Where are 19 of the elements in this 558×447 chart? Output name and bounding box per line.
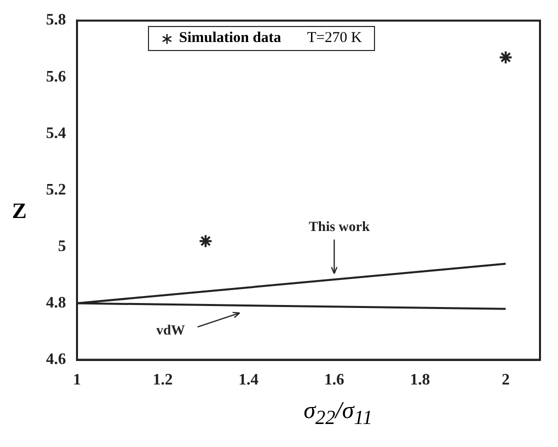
x-tick-label: 2 [502, 372, 510, 389]
series-label: vdW [156, 324, 186, 339]
y-tick-label: 5.8 [46, 12, 66, 29]
text: This work [308, 220, 370, 236]
y-tick-label: 4.6 [46, 350, 66, 368]
y-axis-title: Z [12, 198, 27, 224]
x-tick-label: 1.4 [238, 372, 258, 389]
y-tick-label: 5 [58, 238, 66, 255]
legend-label: Simulation data [179, 30, 282, 47]
x-axis-title: σ$_{22}$/σ$_{11}$ [302, 398, 374, 430]
y-tick-label: 4.8 [46, 294, 66, 312]
x-tick-label: 1.6 [324, 372, 344, 389]
x-tick-label: 1.2 [152, 372, 173, 389]
x-tick-label: 1 [73, 372, 81, 389]
annotation: T=270 K [307, 30, 362, 47]
y-tick-label: 5.2 [46, 181, 66, 198]
x-tick-label: 1.8 [410, 372, 430, 389]
y-tick-label: 5.6 [46, 68, 66, 86]
y-tick-label: 5.4 [46, 124, 66, 142]
